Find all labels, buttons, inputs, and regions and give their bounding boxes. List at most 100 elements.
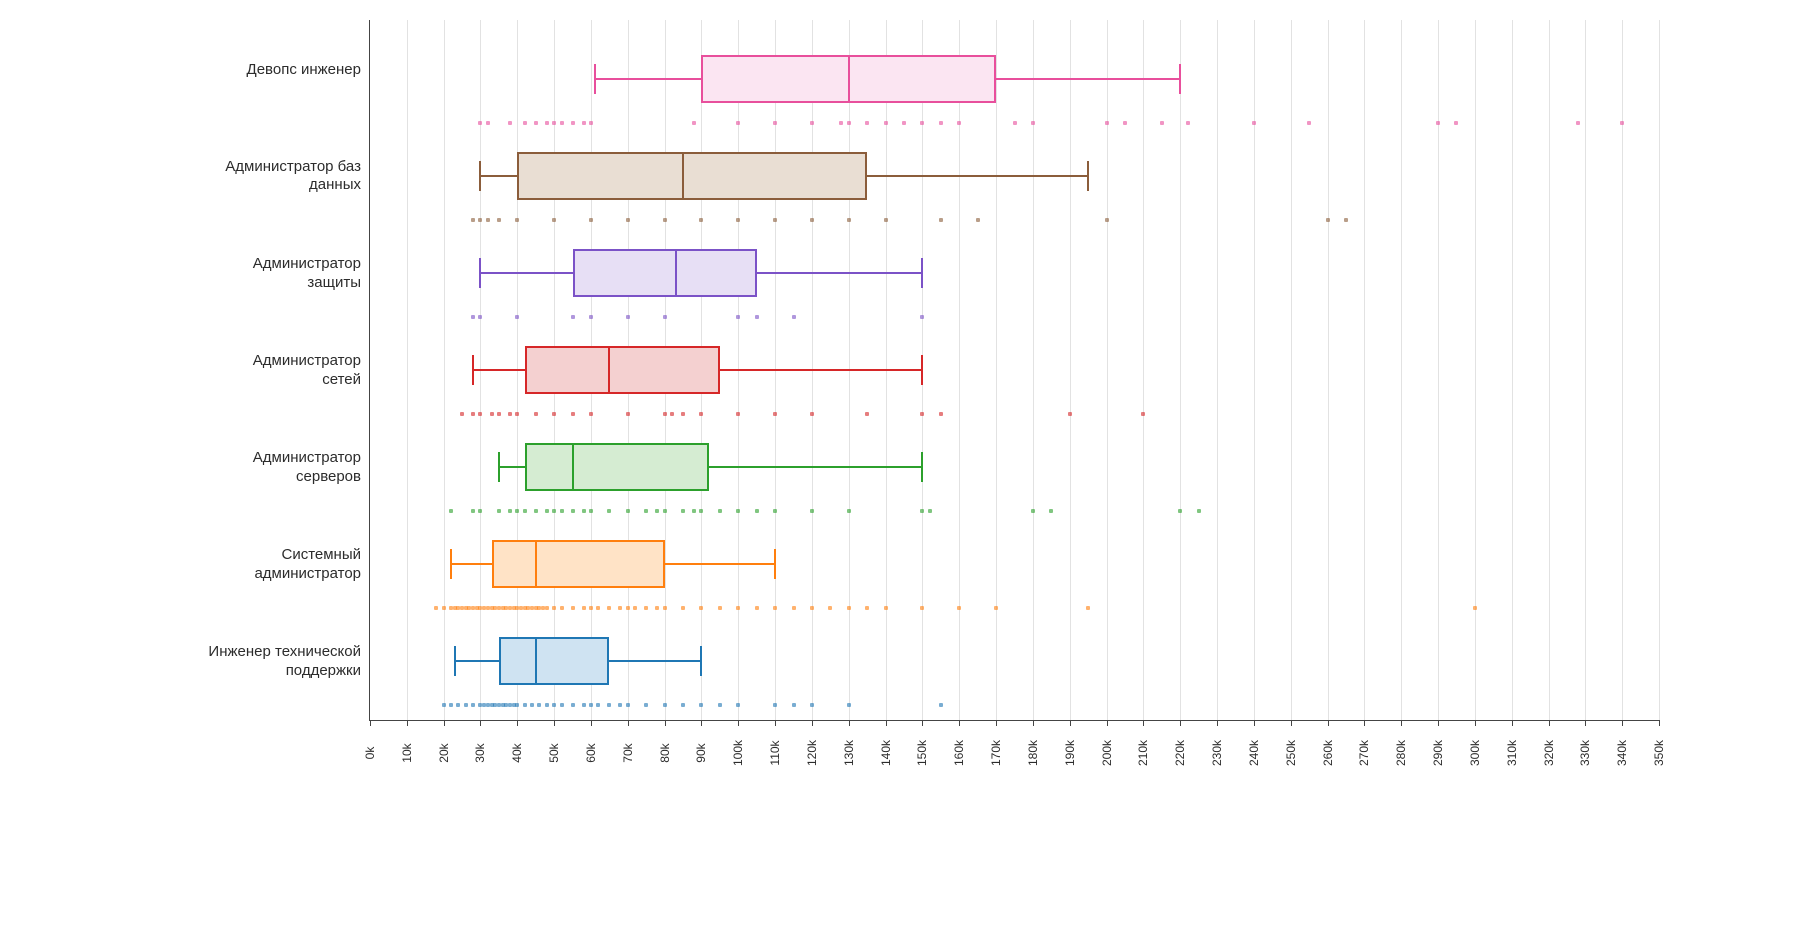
outlier-point [626,509,630,513]
outlier-point [490,412,494,416]
outlier-point [523,703,527,707]
outlier-point [773,703,777,707]
x-tick-label: 280k [1394,738,1408,768]
outlier-point [471,509,475,513]
outlier-point [920,412,924,416]
x-tick-label: 170k [989,738,1003,768]
outlier-point [865,121,869,125]
median-line [608,346,610,394]
gridline [1254,20,1255,720]
outlier-point [663,703,667,707]
outlier-point [589,412,593,416]
x-tick-label: 60k [584,738,598,768]
outlier-point [792,703,796,707]
outlier-point [1473,606,1477,610]
outlier-point [523,121,527,125]
outlier-point [1049,509,1053,513]
gridline [1475,20,1476,720]
x-tick [1364,720,1365,726]
outlier-point [839,121,843,125]
outlier-point [939,703,943,707]
outlier-point [847,703,851,707]
outlier-point [663,315,667,319]
median-line [535,540,537,588]
outlier-point [486,121,490,125]
outlier-point [1344,218,1348,222]
outlier-point [523,509,527,513]
outlier-point [1576,121,1580,125]
outlier-point [1197,509,1201,513]
y-category-label: Девопс инженер [161,61,361,80]
outlier-point [515,703,519,707]
median-line [848,55,850,103]
gridline [959,20,960,720]
outlier-point [865,412,869,416]
x-tick-label: 350k [1652,738,1666,768]
outlier-point [607,606,611,610]
outlier-point [681,509,685,513]
outlier-point [571,606,575,610]
outlier-point [560,606,564,610]
x-tick [701,720,702,726]
outlier-point [920,315,924,319]
x-tick-label: 330k [1578,738,1592,768]
outlier-point [571,315,575,319]
x-tick [554,720,555,726]
outlier-point [920,509,924,513]
outlier-point [1620,121,1624,125]
gridline [1364,20,1365,720]
outlier-point [692,121,696,125]
outlier-point [552,509,556,513]
x-tick [959,720,960,726]
outlier-point [928,509,932,513]
box [492,540,665,588]
x-tick-label: 230k [1210,738,1224,768]
x-tick [1549,720,1550,726]
outlier-point [552,703,556,707]
x-tick [812,720,813,726]
x-tick [1585,720,1586,726]
outlier-point [571,121,575,125]
outlier-point [663,606,667,610]
outlier-point [618,703,622,707]
x-tick-label: 160k [952,738,966,768]
outlier-point [847,509,851,513]
outlier-point [810,509,814,513]
x-tick-label: 120k [805,738,819,768]
outlier-point [589,509,593,513]
x-tick [738,720,739,726]
y-axis-labels: Девопс инженерАдминистратор базданныхАдм… [159,20,369,720]
y-category-label: Администратор базданных [161,158,361,196]
outlier-point [810,121,814,125]
gridline [1659,20,1660,720]
outlier-point [994,606,998,610]
outlier-point [1068,412,1072,416]
outlier-point [1178,509,1182,513]
outlier-point [773,121,777,125]
outlier-point [957,121,961,125]
outlier-point [1436,121,1440,125]
outlier-point [884,218,888,222]
outlier-point [589,315,593,319]
outlier-point [681,606,685,610]
boxplot-chart: Девопс инженерАдминистратор базданныхАдм… [159,20,1659,721]
outlier-point [497,412,501,416]
gridline [407,20,408,720]
outlier-point [1141,412,1145,416]
gridline [1070,20,1071,720]
outlier-point [478,315,482,319]
outlier-point [644,606,648,610]
outlier-point [449,703,453,707]
outlier-point [486,218,490,222]
gridline [1033,20,1034,720]
outlier-point [644,703,648,707]
outlier-point [478,218,482,222]
outlier-point [497,509,501,513]
outlier-point [902,121,906,125]
x-tick-label: 310k [1505,738,1519,768]
x-tick [922,720,923,726]
outlier-point [508,412,512,416]
x-tick-label: 130k [842,738,856,768]
gridline [1622,20,1623,720]
outlier-point [596,703,600,707]
